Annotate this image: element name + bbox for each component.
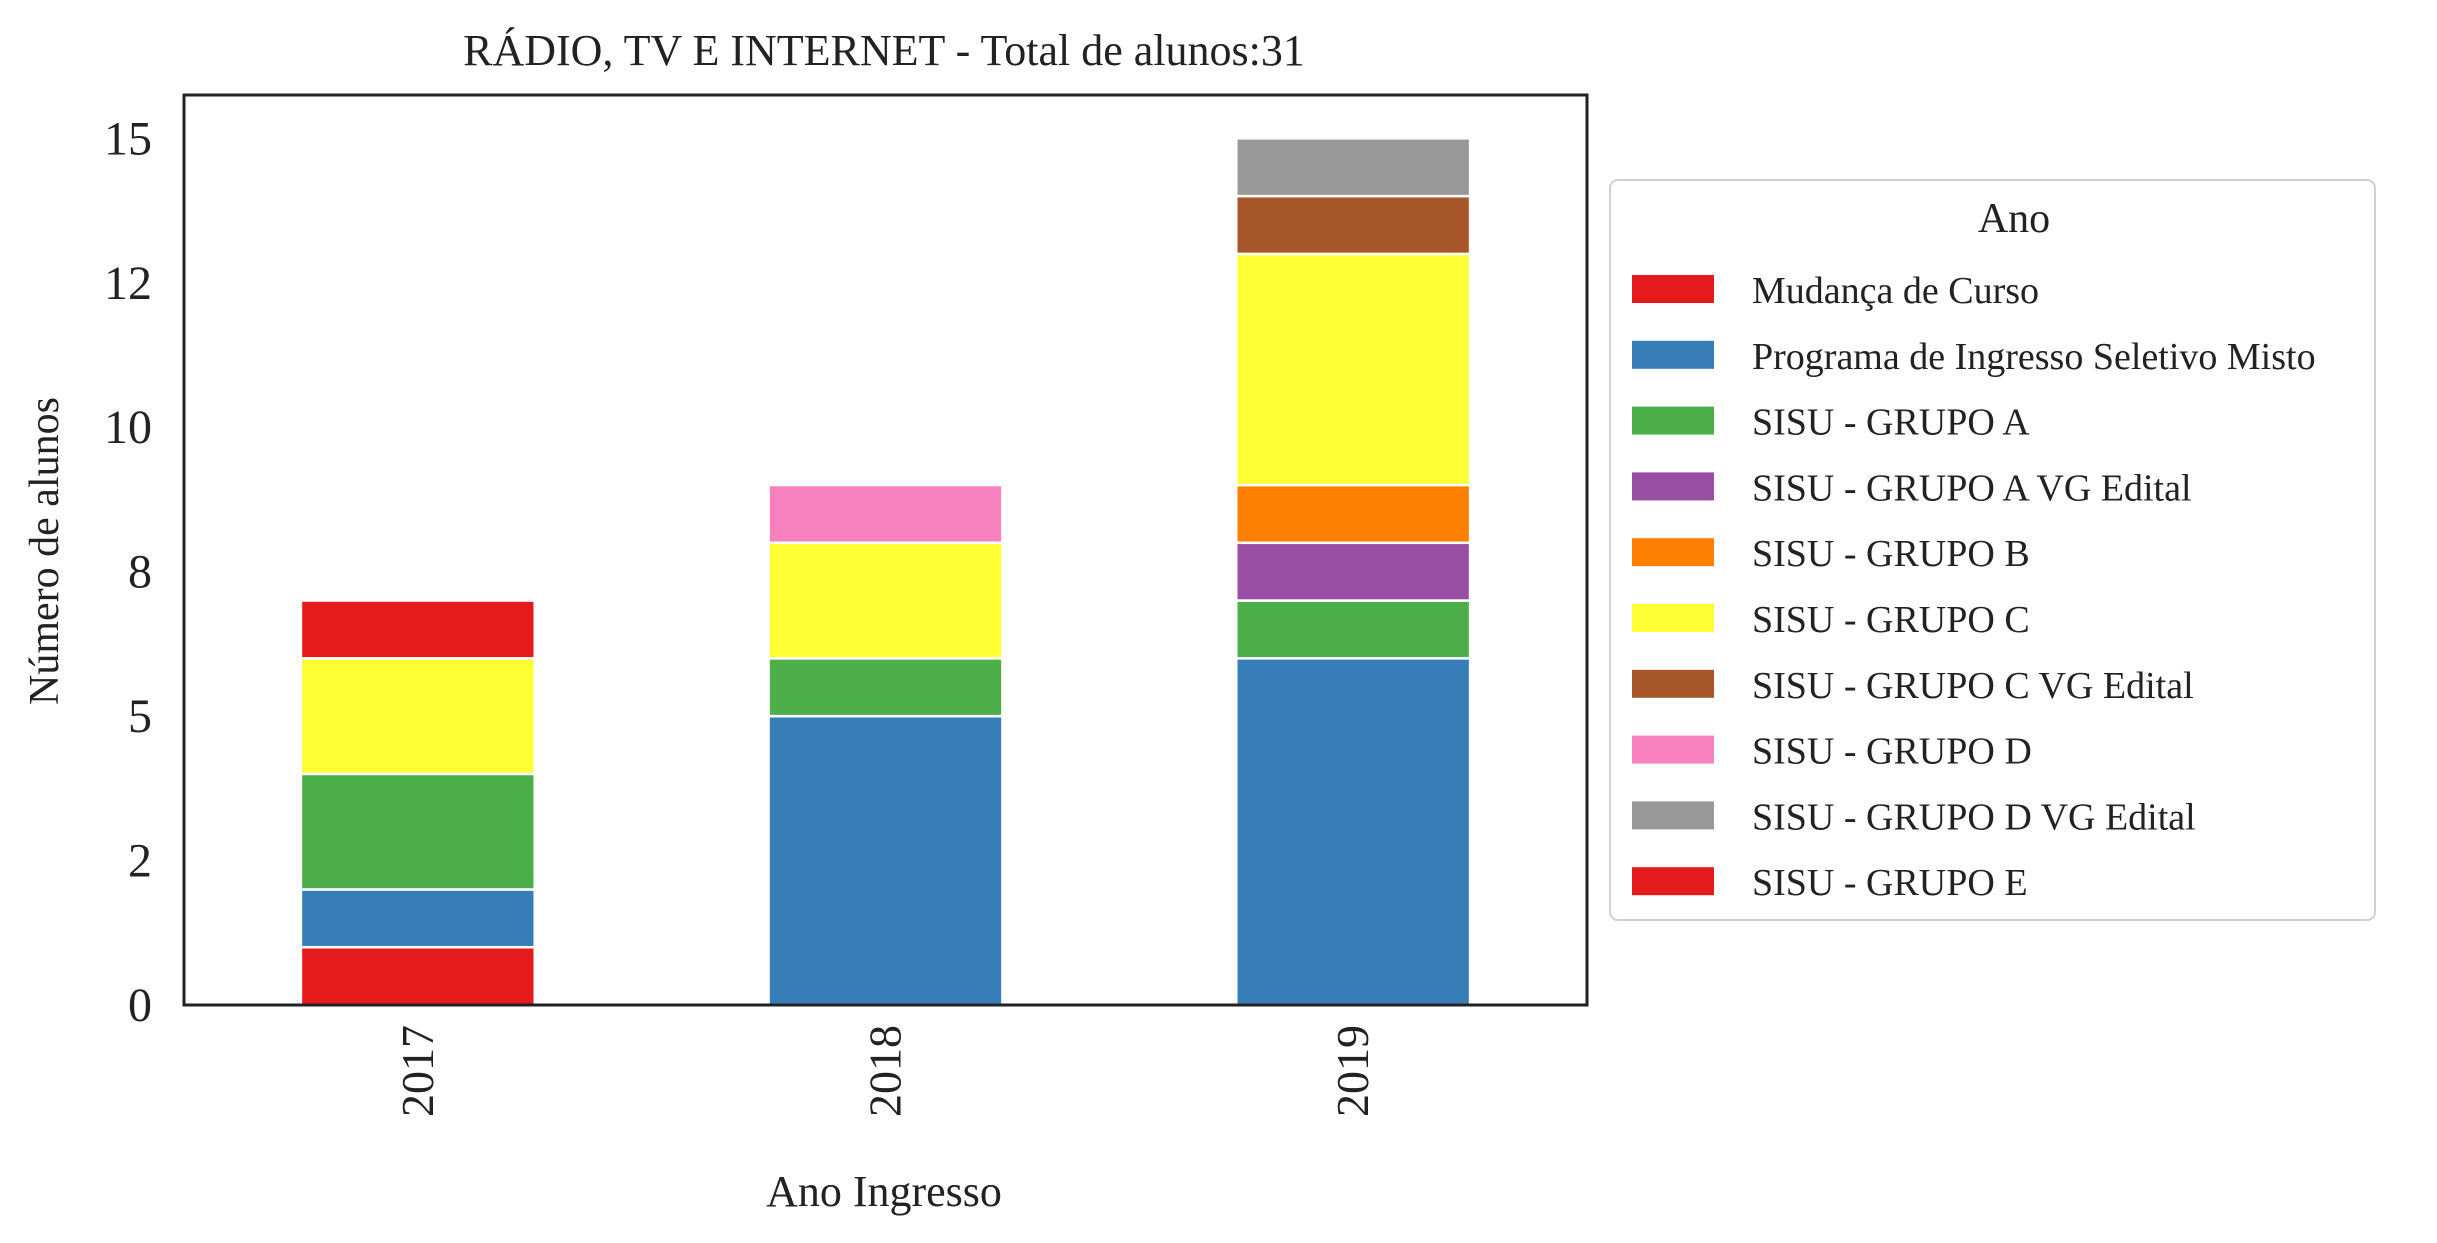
legend: Ano Mudança de Curso Programa de Ingresso… [1609,179,2376,921]
y-tick-label: 2 [128,835,152,888]
legend-label: SISU - GRUPO E [1752,862,2028,904]
bar-segment-2019-5 [1235,252,1472,487]
bar-segment-2019-8 [1235,137,1472,198]
legend-label: SISU - GRUPO B [1752,533,2030,575]
legend-label: SISU - GRUPO D [1752,731,2032,773]
legend-items: Mudança de Curso Programa de Ingresso Sel… [1632,270,2316,904]
y-tick-label: 15 [104,112,152,165]
bars-group [299,137,1472,1007]
y-tick-label: 5 [128,690,152,743]
legend-swatch [1632,538,1714,567]
bar-segment-2017-9 [299,599,537,660]
bar-segment-2019-3 [1235,541,1472,602]
legend-swatch [1632,275,1714,303]
legend-label: SISU - GRUPO D VG Edital [1752,796,2196,838]
ticks-group: 2017 2018 2019 0 2 5 8 10 12 15 [104,112,1378,1117]
bar-segment-2018-5 [767,541,1004,660]
legend-swatch [1632,801,1714,830]
legend-swatch [1632,406,1714,435]
bar-segment-2017-0 [299,945,537,1007]
x-tick-label: 2019 [1327,1025,1378,1117]
plot-frame [182,93,1589,1007]
x-axis-label: Ano Ingresso [766,1167,1002,1216]
y-axis-label: Número de alunos [22,397,68,705]
legend-label: Mudança de Curso [1752,270,2039,312]
bar-segment-2019-1 [1235,657,1472,1007]
y-tick-label: 10 [104,401,152,454]
legend-swatch [1632,472,1714,501]
bar-segment-2019-4 [1235,483,1472,545]
y-tick-label: 12 [104,257,152,310]
legend-swatch [1632,669,1714,698]
y-tick-label: 8 [128,546,152,599]
legend-swatch [1632,735,1714,764]
legend-swatch [1632,867,1714,896]
legend-label: SISU - GRUPO A [1752,402,2030,444]
legend-label: Programa de Ingresso Seletivo Misto [1752,336,2316,378]
bar-segment-2017-2 [299,772,537,891]
bar-segment-2019-2 [1235,599,1472,660]
bar-segment-2017-1 [299,888,537,949]
bar-segment-2019-6 [1235,194,1472,256]
legend-label: SISU - GRUPO C [1752,599,2030,641]
legend-box [1609,179,2376,921]
bar-segment-2018-2 [767,657,1004,718]
chart-title: RÁDIO, TV E INTERNET - Total de alunos:3… [463,26,1305,75]
legend-swatch [1632,340,1714,369]
bar-segment-2018-1 [767,714,1004,1007]
x-tick-label: 2018 [860,1025,911,1117]
y-tick-label: 0 [128,979,152,1032]
legend-label: SISU - GRUPO A VG Edital [1752,467,2192,509]
legend-label: SISU - GRUPO C VG Edital [1752,665,2194,707]
x-tick-label: 2017 [392,1025,443,1117]
legend-title: Ano [1978,196,2050,242]
bar-segment-2018-7 [767,483,1004,545]
bar-segment-2017-5 [299,657,537,776]
legend-swatch [1632,604,1714,632]
